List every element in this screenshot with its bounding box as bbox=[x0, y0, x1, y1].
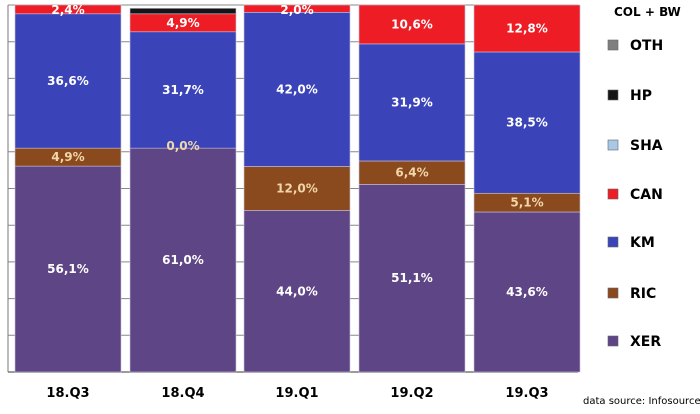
bar-segment-km-19-q1 bbox=[243, 12, 351, 167]
legend-label-sha: SHA bbox=[630, 138, 663, 154]
legend-label-hp: HP bbox=[630, 88, 652, 104]
bar-segment-km-19-q2 bbox=[358, 43, 466, 162]
bar-segment-xer-18-q3 bbox=[14, 165, 122, 373]
source-note: data source: Infosource bbox=[583, 396, 700, 407]
bar-segment-xer-19-q1 bbox=[243, 210, 351, 373]
data-label-ric-19-q3: 5,1% bbox=[510, 196, 543, 210]
data-label-xer-19-q2: 51,1% bbox=[391, 271, 433, 285]
legend-title: COL + BW bbox=[614, 5, 681, 19]
bar-segment-can-19-q3 bbox=[473, 4, 581, 53]
data-label-can-19-q3: 12,8% bbox=[506, 21, 548, 35]
data-label-can-18-q3: 2,4% bbox=[51, 3, 84, 17]
bar-segment-xer-19-q2 bbox=[358, 184, 466, 373]
legend-label-km: KM bbox=[630, 235, 655, 251]
data-label-km-18-q4: 31,7% bbox=[162, 83, 204, 97]
x-axis: 18.Q3 18.Q4 19.Q1 19.Q2 19.Q3 bbox=[46, 386, 548, 401]
bar-segment-can-19-q2 bbox=[358, 4, 466, 45]
bar-segment-xer-18-q4 bbox=[129, 147, 237, 373]
legend-swatch-km bbox=[607, 236, 619, 248]
bar-segment-can-18-q3 bbox=[14, 4, 122, 15]
legend-label-can: CAN bbox=[630, 187, 663, 203]
bar-segment-km-18-q4 bbox=[129, 31, 237, 149]
legend-label-xer: XER bbox=[630, 334, 661, 350]
legend-swatch-can bbox=[607, 188, 619, 200]
legend-swatch-hp bbox=[607, 89, 619, 101]
bar-segment-can-19-q1 bbox=[243, 4, 351, 13]
legend-swatch-oth bbox=[607, 39, 619, 51]
category-label-18-q3: 18.Q3 bbox=[46, 386, 89, 401]
category-label-18-q4: 18.Q4 bbox=[161, 386, 204, 401]
legend-label-ric: RIC bbox=[630, 286, 656, 302]
category-label-19-q3: 19.Q3 bbox=[505, 386, 548, 401]
data-label-ric-19-q1: 12,0% bbox=[276, 182, 318, 196]
data-label-xer-18-q3: 56,1% bbox=[47, 262, 89, 276]
data-label-ric-19-q2: 6,4% bbox=[395, 166, 428, 180]
data-label-can-18-q4: 4,9% bbox=[166, 16, 199, 30]
data-label-xer-18-q4: 61,0% bbox=[162, 253, 204, 267]
category-label-19-q2: 19.Q2 bbox=[390, 386, 433, 401]
data-label-km-18-q3: 36,6% bbox=[47, 74, 89, 88]
bar-segment-ric-19-q1 bbox=[243, 166, 351, 211]
data-label-can-19-q1: 2,0% bbox=[280, 3, 313, 17]
bar-segment-xer-19-q3 bbox=[473, 211, 581, 373]
data-label-ric-18-q4: 0,0% bbox=[166, 139, 199, 153]
bar-segment-km-19-q3 bbox=[473, 51, 581, 194]
legend-swatch-ric bbox=[607, 287, 619, 299]
data-label-km-19-q3: 38,5% bbox=[506, 116, 548, 130]
bar-segment-hp-18-q4 bbox=[129, 8, 237, 15]
data-label-xer-19-q3: 43,6% bbox=[506, 285, 548, 299]
bars bbox=[14, 4, 581, 373]
category-label-19-q1: 19.Q1 bbox=[275, 386, 318, 401]
legend-swatch-xer bbox=[607, 335, 619, 347]
data-label-km-19-q2: 31,9% bbox=[391, 95, 433, 109]
legend-label-oth: OTH bbox=[630, 38, 663, 54]
data-label-can-19-q2: 10,6% bbox=[391, 17, 433, 31]
segment-labels: 56,1% 4,9% 36,6% 2,4% 61,0% 0,0% 31,7% 4,9% 44,0… bbox=[47, 3, 548, 299]
legend-swatch-sha bbox=[607, 139, 619, 151]
legend: COL + BW OTH HP SHA CAN KM RIC XER bbox=[607, 5, 681, 350]
data-label-xer-19-q1: 44,0% bbox=[276, 284, 318, 298]
data-label-km-19-q1: 42,0% bbox=[276, 82, 318, 96]
data-label-ric-18-q3: 4,9% bbox=[51, 150, 84, 164]
bar-segment-km-18-q3 bbox=[14, 13, 122, 149]
